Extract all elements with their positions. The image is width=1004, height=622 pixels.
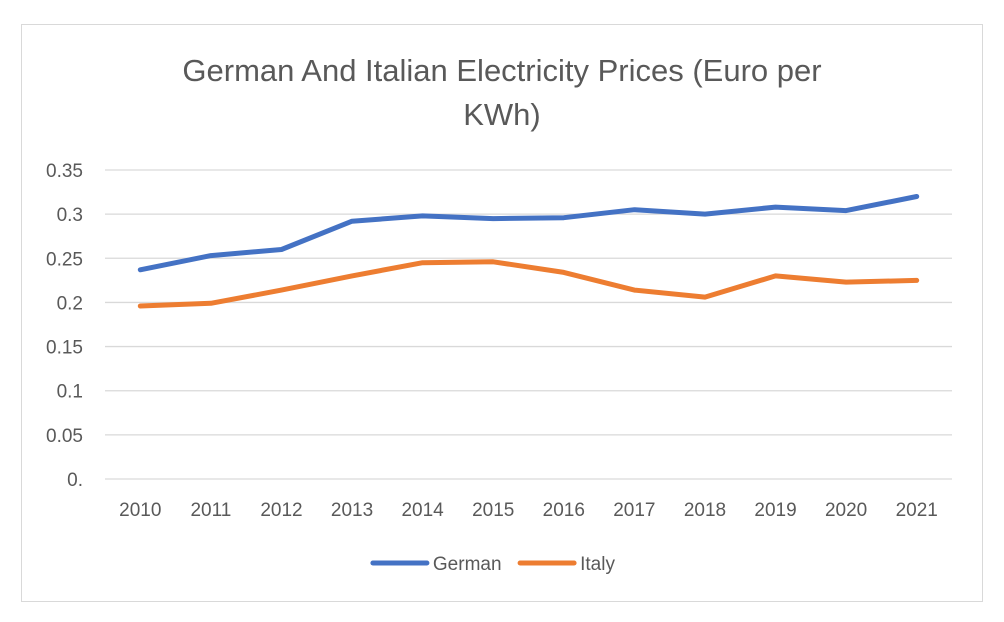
x-tick-label: 2020 [825, 500, 867, 521]
y-axis: 0. 0.05 0.1 0.15 0.2 0.25 0.3 0.35 [46, 161, 83, 491]
chart-frame [21, 24, 983, 602]
x-tick-label: 2017 [613, 500, 655, 521]
y-tick-label: 0.25 [46, 249, 83, 270]
x-tick-label: 2018 [684, 500, 726, 521]
x-tick-label: 2012 [260, 500, 302, 521]
y-tick-label: 0.2 [57, 293, 83, 314]
y-tick-label: 0.15 [46, 338, 83, 359]
legend-label: German [433, 554, 502, 575]
x-tick-label: 2021 [896, 500, 938, 521]
legend-item-italy: Italy [517, 554, 615, 575]
chart-title-line-1: German And Italian Electricity Prices (E… [182, 53, 821, 88]
series-lines [137, 194, 920, 309]
x-tick-label: 2016 [543, 500, 585, 521]
y-tick-label: 0.05 [46, 426, 83, 447]
x-tick-label: 2011 [190, 500, 231, 521]
x-axis: 2010 2011 2012 2013 2014 2015 2016 2017 2018 2019… [119, 500, 938, 521]
chart-title-line-2: KWh) [463, 97, 541, 132]
x-tick-label: 2013 [331, 500, 373, 521]
y-tick-label: 0. [67, 470, 83, 491]
chart-title: German And Italian Electricity Prices (E… [182, 53, 821, 132]
series-line-german [137, 194, 920, 273]
legend: German Italy [370, 554, 615, 575]
x-tick-label: 2015 [472, 500, 514, 521]
x-tick-label: 2010 [119, 500, 161, 521]
y-tick-label: 0.35 [46, 161, 83, 182]
x-tick-label: 2019 [754, 500, 796, 521]
y-tick-label: 0.1 [57, 382, 83, 403]
gridlines [105, 169, 952, 480]
series-line-italy [137, 259, 920, 309]
y-tick-label: 0.3 [57, 205, 83, 226]
legend-label: Italy [580, 554, 615, 575]
x-tick-label: 2014 [401, 500, 444, 521]
legend-item-german: German [370, 554, 502, 575]
